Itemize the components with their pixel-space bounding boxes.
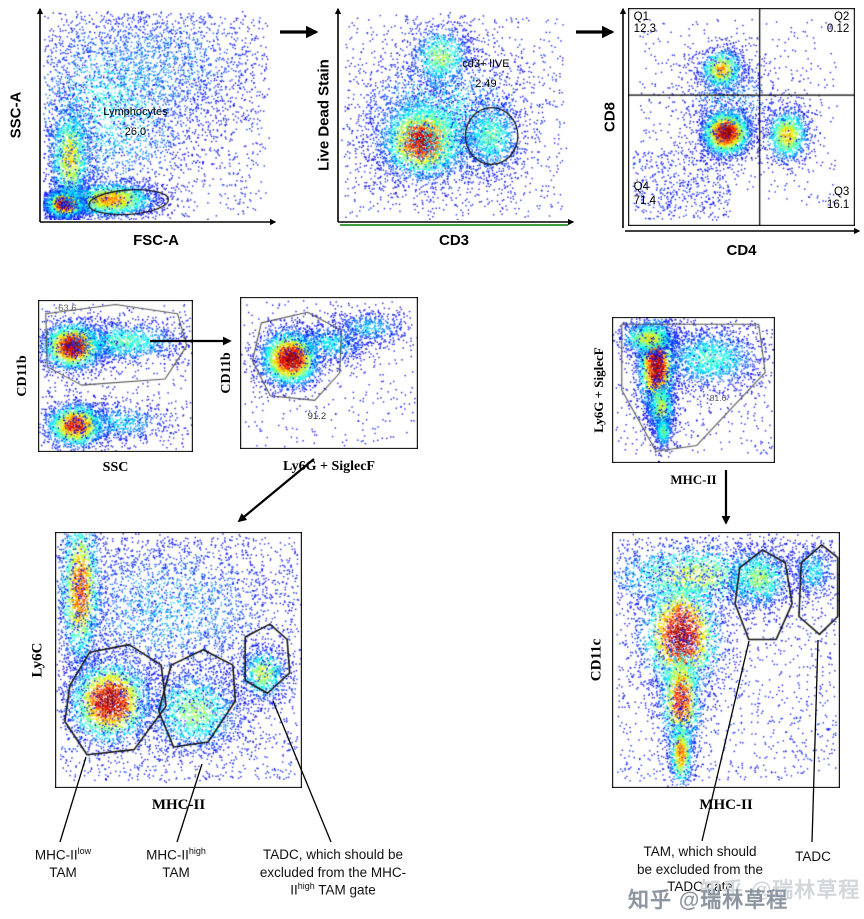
y-axis-label-p7: Ly6C [29,642,46,678]
plot-annotation-p3-4: Q4 [633,181,650,194]
callout-tam-exclusion-note: TAM, which should be excluded from the TAD… [636,844,764,895]
plot-annotation-p3-7: 16.1 [826,199,850,212]
flow-plot-p7: MHC-II Ly6C [30,532,302,813]
plot-annotation-p4-0: 63.6 [58,302,77,314]
plot-annotation-p6-0: 81.6 [709,393,727,404]
plot-annotation-p1-0: Lymphocytes [103,105,168,118]
density-scatter-canvas-p1 [42,10,270,220]
flow-plot-p4: 63.6 SSC CD11b [15,300,193,475]
plot-annotation-p2-0: cd3+ lIVE [462,58,510,71]
callout-mhc2-low-tam: MHC-IIlow TAM [34,846,92,881]
y-axis-label-p4: CD11b [15,355,30,397]
x-axis-label-p1: FSC-A [133,232,179,249]
density-scatter-canvas-p6 [612,317,775,463]
x-axis-label-p6: MHC-II [670,472,717,487]
plot-annotation-p3-0: Q1 [633,11,650,24]
x-axis-label-p4: SSC [102,460,129,475]
plot-annotation-p2-1: 2.49 [475,78,497,91]
watermark: 知乎 @瑞林草程 [628,889,789,912]
flow-plot-p2: cd3+ lIVE 2.49 CD3 Live Dead Stain [316,10,568,249]
flow-plot-p3: Q1 12.3 Q2 0.12 Q4 71.4 Q3 16.1 CD4 CD8 [602,8,855,259]
flow-plot-p5: 91.2 Ly6G + SiglecF CD11b [219,297,418,474]
plot-annotation-p3-6: Q3 [833,185,850,198]
plot-annotation-p5-0: 91.2 [307,410,327,422]
plot-annotation-p3-5: 71.4 [633,194,657,207]
callout-mhc2-high-tam: MHC-IIhigh TAM [146,846,206,881]
flow-plot-p1: Lymphocytes 26.0 FSC-A SSC-A [8,10,270,249]
density-scatter-canvas-p8 [612,532,840,788]
plot-annotation-p1-1: 26.0 [124,125,147,138]
density-scatter-canvas-p7 [55,532,302,788]
x-axis-label-p5: Ly6G + SiglecF [283,459,375,474]
y-axis-label-p6: Ly6G + SiglecF [591,347,606,433]
x-axis-label-p2: CD3 [438,232,470,249]
y-axis-label-p2: Live Dead Stain [315,59,333,171]
x-axis-label-p8: MHC-II [699,797,753,813]
density-scatter-canvas-p3 [628,8,855,226]
density-scatter-canvas-p4 [38,300,193,452]
plot-annotation-p3-1: 12.3 [633,23,657,36]
x-axis-label-p7: MHC-II [151,797,206,813]
plot-annotation-p3-2: Q2 [833,11,850,24]
flow-plot-p8: MHC-II CD11c [589,532,840,813]
y-axis-label-p3: CD8 [601,101,619,133]
callout-tadc-exclusion-note: TADC, which should be excluded from the M… [259,847,407,898]
density-scatter-canvas-p5 [240,297,418,449]
density-scatter-canvas-p2 [340,10,568,220]
x-axis-label-p3: CD4 [726,242,757,259]
callout-tadc: TADC [795,849,831,864]
flow-plot-p6: 81.6 MHC-II Ly6G + SiglecF [591,317,775,487]
y-axis-label-p5: CD11b [219,352,234,394]
y-axis-label-p8: CD11c [588,638,605,682]
watermark-shadow: 知乎 @瑞林草程 [700,879,861,902]
plot-annotation-p3-3: 0.12 [826,23,850,36]
y-axis-label-p1: SSC-A [7,91,25,139]
